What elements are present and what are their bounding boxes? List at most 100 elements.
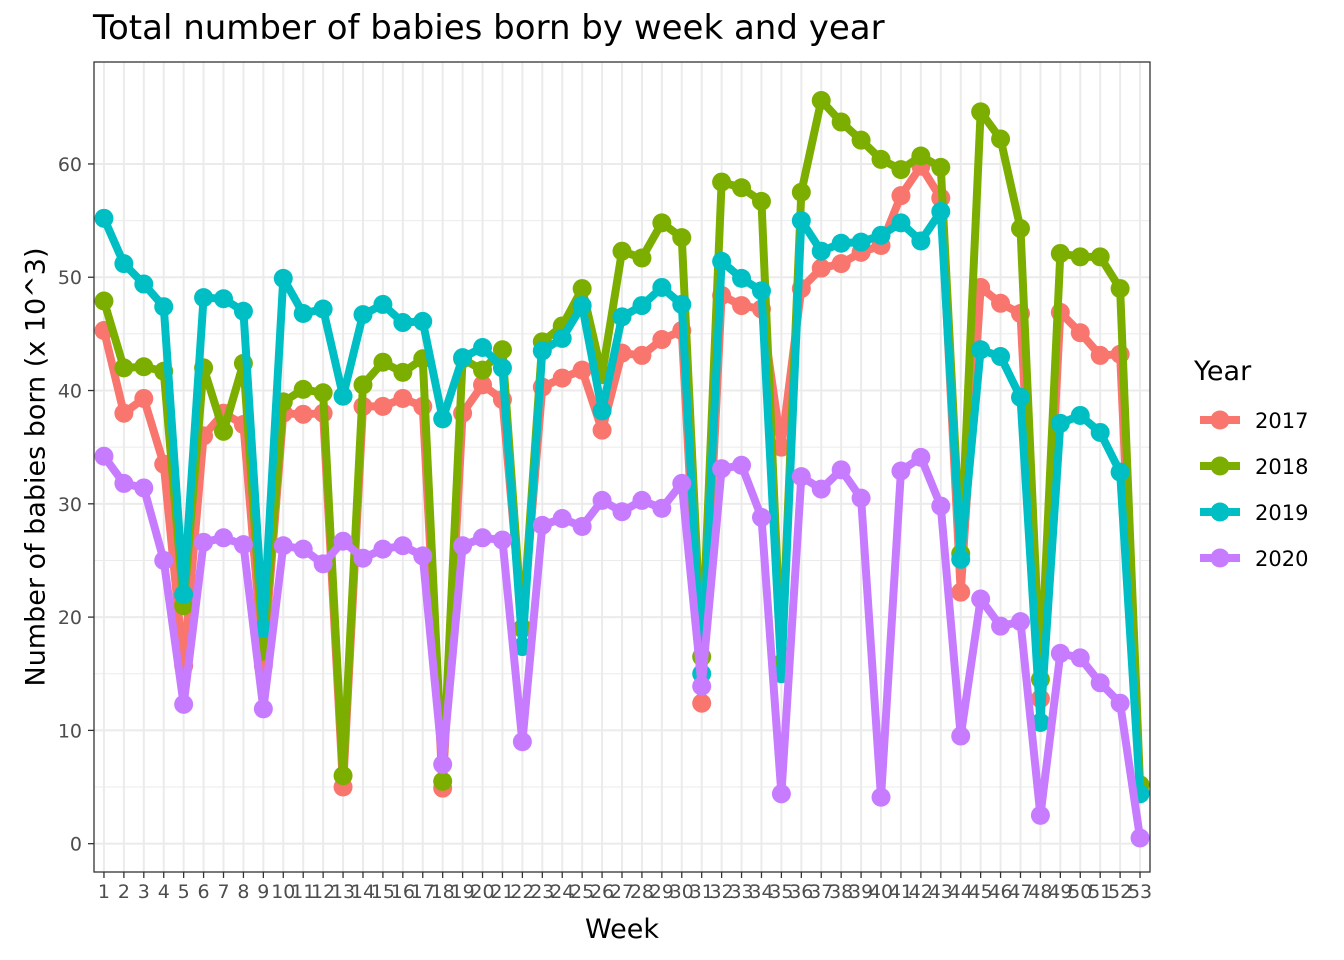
data-point: [333, 766, 353, 786]
data-point: [951, 549, 971, 569]
data-point: [453, 348, 473, 368]
x-tick-label: 20: [470, 881, 494, 903]
data-point: [134, 274, 154, 294]
x-tick-label: 32: [710, 881, 734, 903]
data-point: [373, 396, 393, 416]
legend-item-2017: 2017: [1200, 409, 1308, 433]
data-point: [453, 536, 473, 556]
x-tick-label: 43: [929, 881, 953, 903]
data-point: [692, 693, 712, 713]
x-tick-label: 42: [909, 881, 933, 903]
data-point: [154, 550, 174, 570]
data-point: [253, 699, 273, 719]
data-point: [552, 328, 572, 348]
data-point: [971, 102, 991, 122]
data-point: [473, 528, 493, 548]
data-point: [134, 478, 154, 498]
data-point: [811, 479, 831, 499]
data-point: [154, 297, 174, 317]
x-tick-label: 29: [650, 881, 674, 903]
x-tick-label: 8: [237, 881, 249, 903]
data-point: [1070, 648, 1090, 668]
x-tick-label: 24: [550, 881, 574, 903]
y-tick-label: 40: [58, 381, 82, 403]
legend-key-point: [1210, 456, 1230, 476]
data-point: [114, 403, 134, 423]
data-point: [592, 490, 612, 510]
data-point: [831, 112, 851, 132]
data-point: [194, 532, 214, 552]
data-point: [273, 536, 293, 556]
legend-item-2019: 2019: [1200, 501, 1308, 525]
y-axis-title: Number of babies born (x 10^3): [21, 247, 52, 686]
data-point: [1090, 422, 1110, 442]
x-tick-label: 41: [889, 881, 913, 903]
x-tick-label: 14: [351, 881, 375, 903]
x-tick-label: 4: [158, 881, 170, 903]
x-tick-label: 18: [431, 881, 455, 903]
data-point: [931, 202, 951, 222]
data-point: [253, 618, 273, 638]
x-tick-label: 44: [949, 881, 973, 903]
x-tick-label: 30: [670, 881, 694, 903]
data-point: [612, 502, 632, 522]
x-tick-label: 22: [510, 881, 534, 903]
data-point: [672, 473, 692, 493]
data-point: [871, 149, 891, 169]
x-tick-label: 53: [1128, 881, 1152, 903]
series-lines: [94, 91, 1150, 848]
data-point: [612, 307, 632, 327]
x-tick-label: 52: [1108, 881, 1132, 903]
data-point: [672, 294, 692, 314]
data-point: [473, 337, 493, 357]
y-tick-label: 50: [58, 267, 82, 289]
x-tick-label: 21: [490, 881, 514, 903]
data-point: [492, 530, 512, 550]
data-point: [652, 277, 672, 297]
x-tick-label: 15: [371, 881, 395, 903]
x-tick-label: 36: [789, 881, 813, 903]
data-point: [751, 191, 771, 211]
data-point: [413, 311, 433, 331]
data-point: [851, 488, 871, 508]
x-tick-label: 23: [530, 881, 554, 903]
data-point: [712, 172, 732, 192]
x-tick-label: 12: [311, 881, 335, 903]
data-point: [572, 360, 592, 380]
data-point: [393, 388, 413, 408]
data-point: [831, 254, 851, 274]
data-point: [194, 288, 214, 308]
data-point: [911, 447, 931, 467]
data-point: [811, 241, 831, 261]
data-point: [313, 383, 333, 403]
data-point: [891, 213, 911, 233]
data-point: [433, 754, 453, 774]
data-point: [632, 345, 652, 365]
data-point: [273, 268, 293, 288]
x-tick-label: 13: [331, 881, 355, 903]
data-point: [233, 301, 253, 321]
legend-key-point: [1210, 548, 1230, 568]
data-point: [353, 548, 373, 568]
data-point: [492, 340, 512, 360]
data-point: [712, 459, 732, 479]
data-point: [851, 130, 871, 150]
x-tick-label: 39: [849, 881, 873, 903]
data-point: [811, 258, 831, 278]
data-point: [373, 352, 393, 372]
data-point: [612, 241, 632, 261]
data-point: [214, 421, 234, 441]
x-tick-label: 6: [198, 881, 210, 903]
data-point: [1050, 413, 1070, 433]
data-point: [333, 531, 353, 551]
data-point: [552, 509, 572, 529]
data-point: [572, 296, 592, 316]
data-point: [214, 289, 234, 309]
x-tick-label: 11: [291, 881, 315, 903]
data-point: [732, 455, 752, 475]
x-tick-label: 19: [451, 881, 475, 903]
x-tick-label: 33: [729, 881, 753, 903]
data-point: [174, 584, 194, 604]
y-tick-label: 20: [58, 607, 82, 629]
